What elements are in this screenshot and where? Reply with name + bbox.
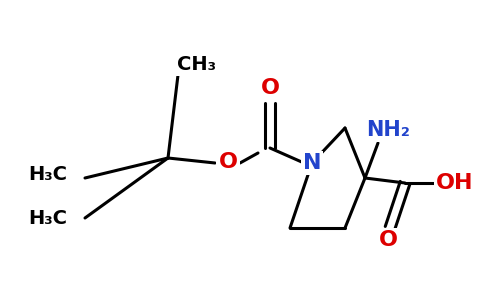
Text: NH₂: NH₂ [366,120,410,140]
Text: H₃C: H₃C [29,166,67,184]
Text: O: O [260,78,279,98]
Text: H₃C: H₃C [29,208,67,227]
Text: O: O [378,230,397,250]
Text: OH: OH [436,173,474,193]
Text: O: O [218,152,238,172]
Text: N: N [303,153,321,173]
Text: CH₃: CH₃ [177,56,215,74]
